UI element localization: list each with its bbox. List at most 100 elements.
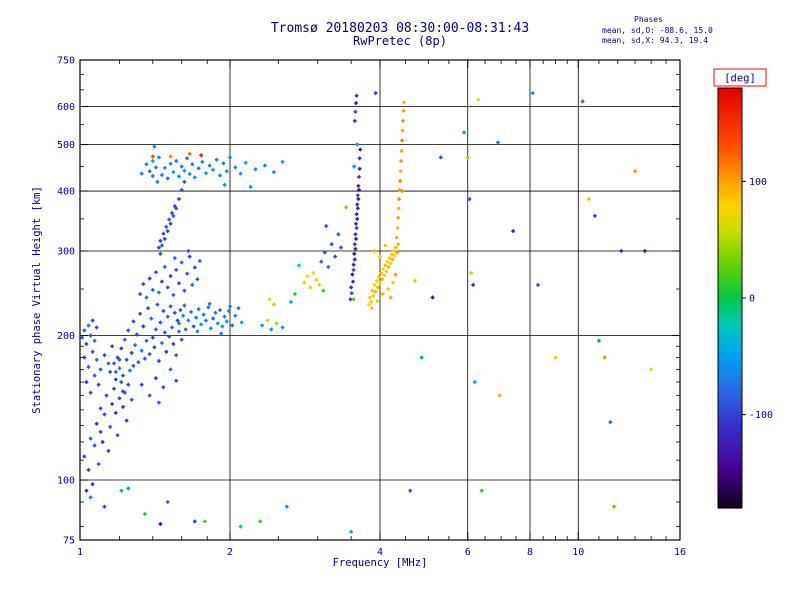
data-point [238, 524, 243, 529]
colorbar-slice [718, 165, 742, 170]
data-point [129, 397, 134, 402]
colorbar-unit-box [713, 68, 767, 87]
colorbar-slice [718, 301, 742, 306]
data-point [217, 307, 223, 313]
data-point [159, 279, 165, 284]
data-point [134, 332, 139, 337]
data-point [158, 521, 163, 527]
colorbar-slice [718, 487, 742, 492]
data-point [385, 259, 390, 264]
data-point [497, 393, 502, 398]
data-point [387, 255, 392, 261]
data-point [388, 261, 393, 266]
colorbar-slice [718, 343, 742, 348]
data-point [136, 360, 141, 365]
data-point [169, 210, 175, 216]
colorbar-slice [718, 130, 742, 135]
colorbar-slice [718, 228, 742, 233]
data-point [357, 156, 362, 161]
data-point [322, 250, 327, 255]
data-point [153, 165, 159, 170]
data-point [126, 328, 131, 333]
data-point [400, 118, 406, 124]
data-point [292, 291, 298, 297]
data-point [430, 295, 435, 300]
data-point [398, 169, 403, 174]
data-point [94, 421, 99, 426]
colorbar-slice [718, 95, 742, 100]
data-point [161, 308, 166, 314]
y-tick-label: 600 [57, 102, 75, 113]
data-point [642, 248, 647, 254]
data-point [174, 158, 179, 164]
colorbar-slice [718, 466, 742, 471]
data-point [191, 324, 196, 329]
data-point [165, 285, 170, 290]
data-point [120, 404, 126, 410]
data-point [88, 436, 93, 441]
axis-tick-labels: 1 2 4 6 8 10 16 750 600 500 400 300 200 100 75 [57, 56, 686, 559]
data-point [168, 161, 173, 166]
colorbar-slice [718, 242, 742, 247]
data-point [259, 323, 265, 328]
data-point [102, 504, 107, 509]
data-point [373, 90, 378, 96]
data-point [120, 373, 126, 378]
data-point [375, 285, 380, 290]
colorbar-slice [718, 410, 742, 415]
data-point [150, 173, 155, 179]
colorbar-tick-label: -100 [749, 410, 773, 421]
data-point [186, 248, 191, 254]
data-point [176, 321, 182, 326]
data-point [168, 221, 173, 226]
data-point [648, 367, 654, 372]
data-point [356, 196, 361, 202]
data-point [376, 274, 382, 280]
x-tick-label: 8 [527, 547, 533, 558]
colorbar-slice [718, 368, 742, 373]
data-point [155, 302, 160, 307]
data-point [161, 385, 166, 390]
data-point [171, 341, 176, 347]
data-point [317, 282, 322, 288]
data-point [388, 295, 393, 300]
data-point [302, 280, 307, 285]
data-point [182, 288, 187, 293]
data-point [179, 260, 184, 265]
data-point [243, 160, 248, 165]
colorbar-slice [718, 179, 742, 184]
data-point [207, 163, 212, 168]
colorbar-slice [718, 147, 742, 152]
data-point [152, 144, 157, 149]
data-point [227, 304, 233, 309]
colorbar-slice [718, 277, 742, 282]
data-point [208, 326, 213, 331]
data-point [100, 439, 105, 445]
data-point [224, 169, 229, 174]
data-point [353, 109, 358, 114]
data-point [115, 355, 120, 360]
colorbar-slice [718, 210, 742, 215]
data-point [90, 318, 95, 323]
data-point [124, 418, 129, 423]
data-point [168, 273, 173, 279]
data-point [179, 187, 184, 193]
data-point [171, 169, 176, 175]
data-point [171, 292, 176, 298]
data-point [351, 262, 356, 267]
data-point [351, 267, 356, 273]
data-point [352, 242, 357, 247]
colorbar-slice [718, 413, 742, 418]
colorbar-slice [718, 189, 742, 194]
data-point [479, 488, 484, 493]
colorbar-slice [718, 308, 742, 313]
colorbar-slice [718, 392, 742, 397]
colorbar-slice [718, 399, 742, 404]
data-point [592, 213, 598, 219]
stats-title: Phases [634, 15, 663, 24]
data-point [253, 167, 258, 172]
data-point [168, 367, 173, 372]
data-point [336, 232, 341, 237]
data-point [510, 228, 516, 234]
data-point [176, 174, 182, 179]
